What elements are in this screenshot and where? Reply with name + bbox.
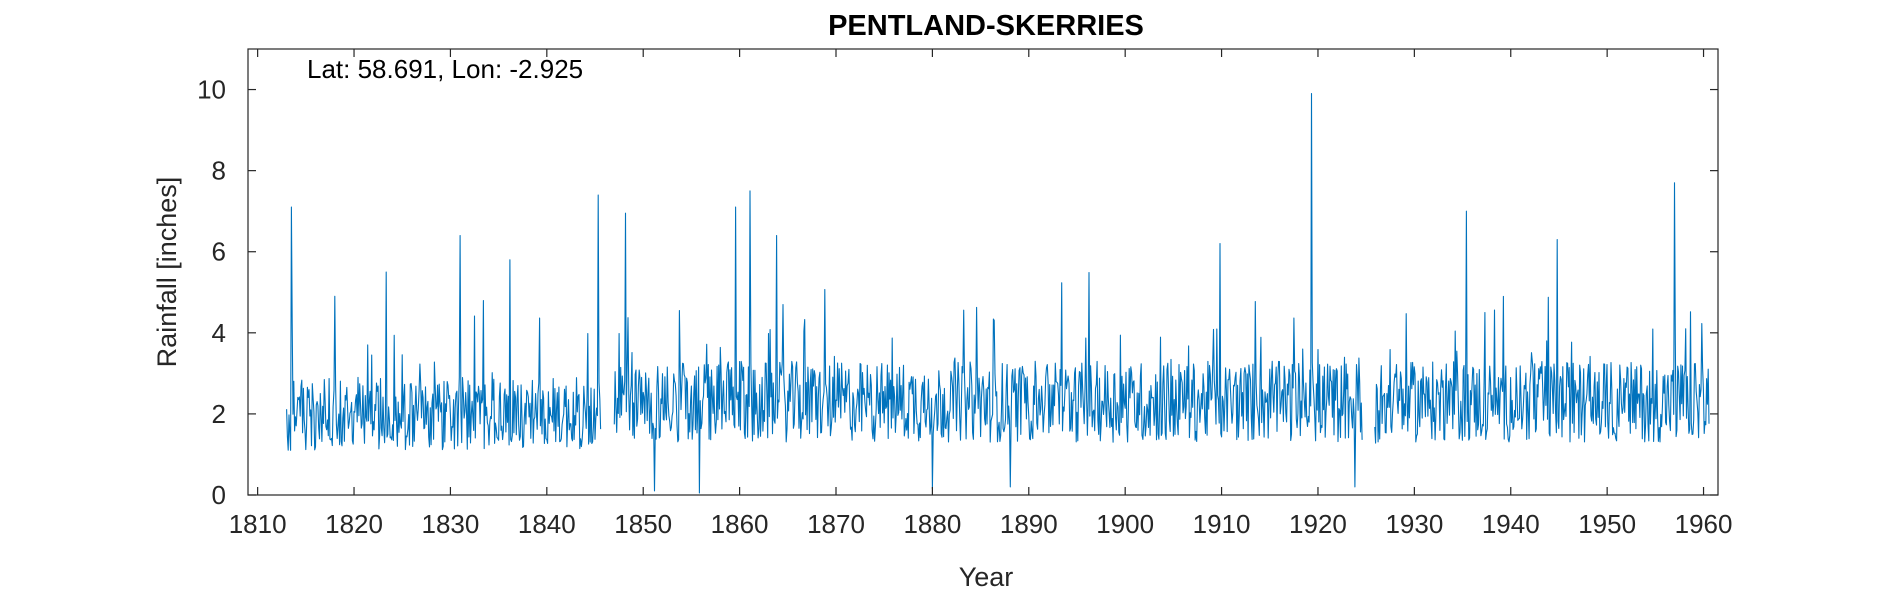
x-tick-label: 1820 [325, 509, 383, 539]
x-tick-label: 1960 [1675, 509, 1733, 539]
x-tick-label: 1920 [1289, 509, 1347, 539]
x-tick-label: 1940 [1482, 509, 1540, 539]
x-tick-label: 1950 [1578, 509, 1636, 539]
y-tick-label: 2 [212, 399, 226, 429]
x-tick-label: 1850 [614, 509, 672, 539]
x-tick-label: 1840 [518, 509, 576, 539]
x-tick-label: 1860 [711, 509, 769, 539]
x-tick-label: 1910 [1193, 509, 1251, 539]
y-tick-label: 10 [197, 75, 226, 105]
x-tick-label: 1900 [1096, 509, 1154, 539]
x-tick-label: 1890 [1000, 509, 1058, 539]
plot-area [286, 93, 1710, 494]
x-tick-label: 1880 [903, 509, 961, 539]
y-axis-label: Rainfall [inches] [152, 177, 182, 368]
rainfall-series-line-segment-1 [286, 194, 602, 451]
x-tick-label: 1830 [422, 509, 480, 539]
y-tick-label: 6 [212, 237, 226, 267]
x-tick-label: 1870 [807, 509, 865, 539]
axes: 1810 1820 1830 1840 1850 1860 1870 1880 1890 1900… [197, 48, 1733, 539]
y-tick-label: 4 [212, 318, 226, 348]
rainfall-series-line-segment-3 [1374, 182, 1710, 444]
axes-frame [247, 48, 1719, 496]
x-axis-label: Year [959, 562, 1014, 591]
chart-title: PENTLAND-SKERRIES [828, 10, 1144, 42]
y-tick-label: 0 [212, 480, 226, 510]
x-tick-label: 1930 [1385, 509, 1443, 539]
location-annotation: Lat: 58.691, Lon: -2.925 [307, 54, 583, 84]
x-tick-label: 1810 [229, 509, 287, 539]
rainfall-series-line-segment-2 [613, 93, 1363, 494]
y-tick-label: 8 [212, 156, 226, 186]
